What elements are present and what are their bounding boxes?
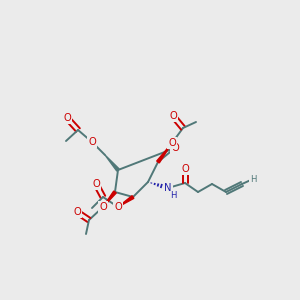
Polygon shape (157, 143, 172, 163)
Text: O: O (171, 143, 179, 153)
Polygon shape (103, 191, 116, 207)
Text: O: O (181, 164, 189, 174)
Polygon shape (118, 196, 134, 207)
Text: O: O (114, 202, 122, 212)
Text: O: O (169, 111, 177, 121)
Polygon shape (105, 155, 119, 171)
Text: N: N (164, 183, 172, 193)
Text: O: O (88, 137, 96, 147)
Text: O: O (99, 202, 107, 212)
Text: O: O (168, 138, 176, 148)
Text: O: O (63, 113, 71, 123)
Text: H: H (170, 191, 176, 200)
Text: O: O (92, 179, 100, 189)
Text: O: O (73, 207, 81, 217)
Text: H: H (250, 175, 256, 184)
